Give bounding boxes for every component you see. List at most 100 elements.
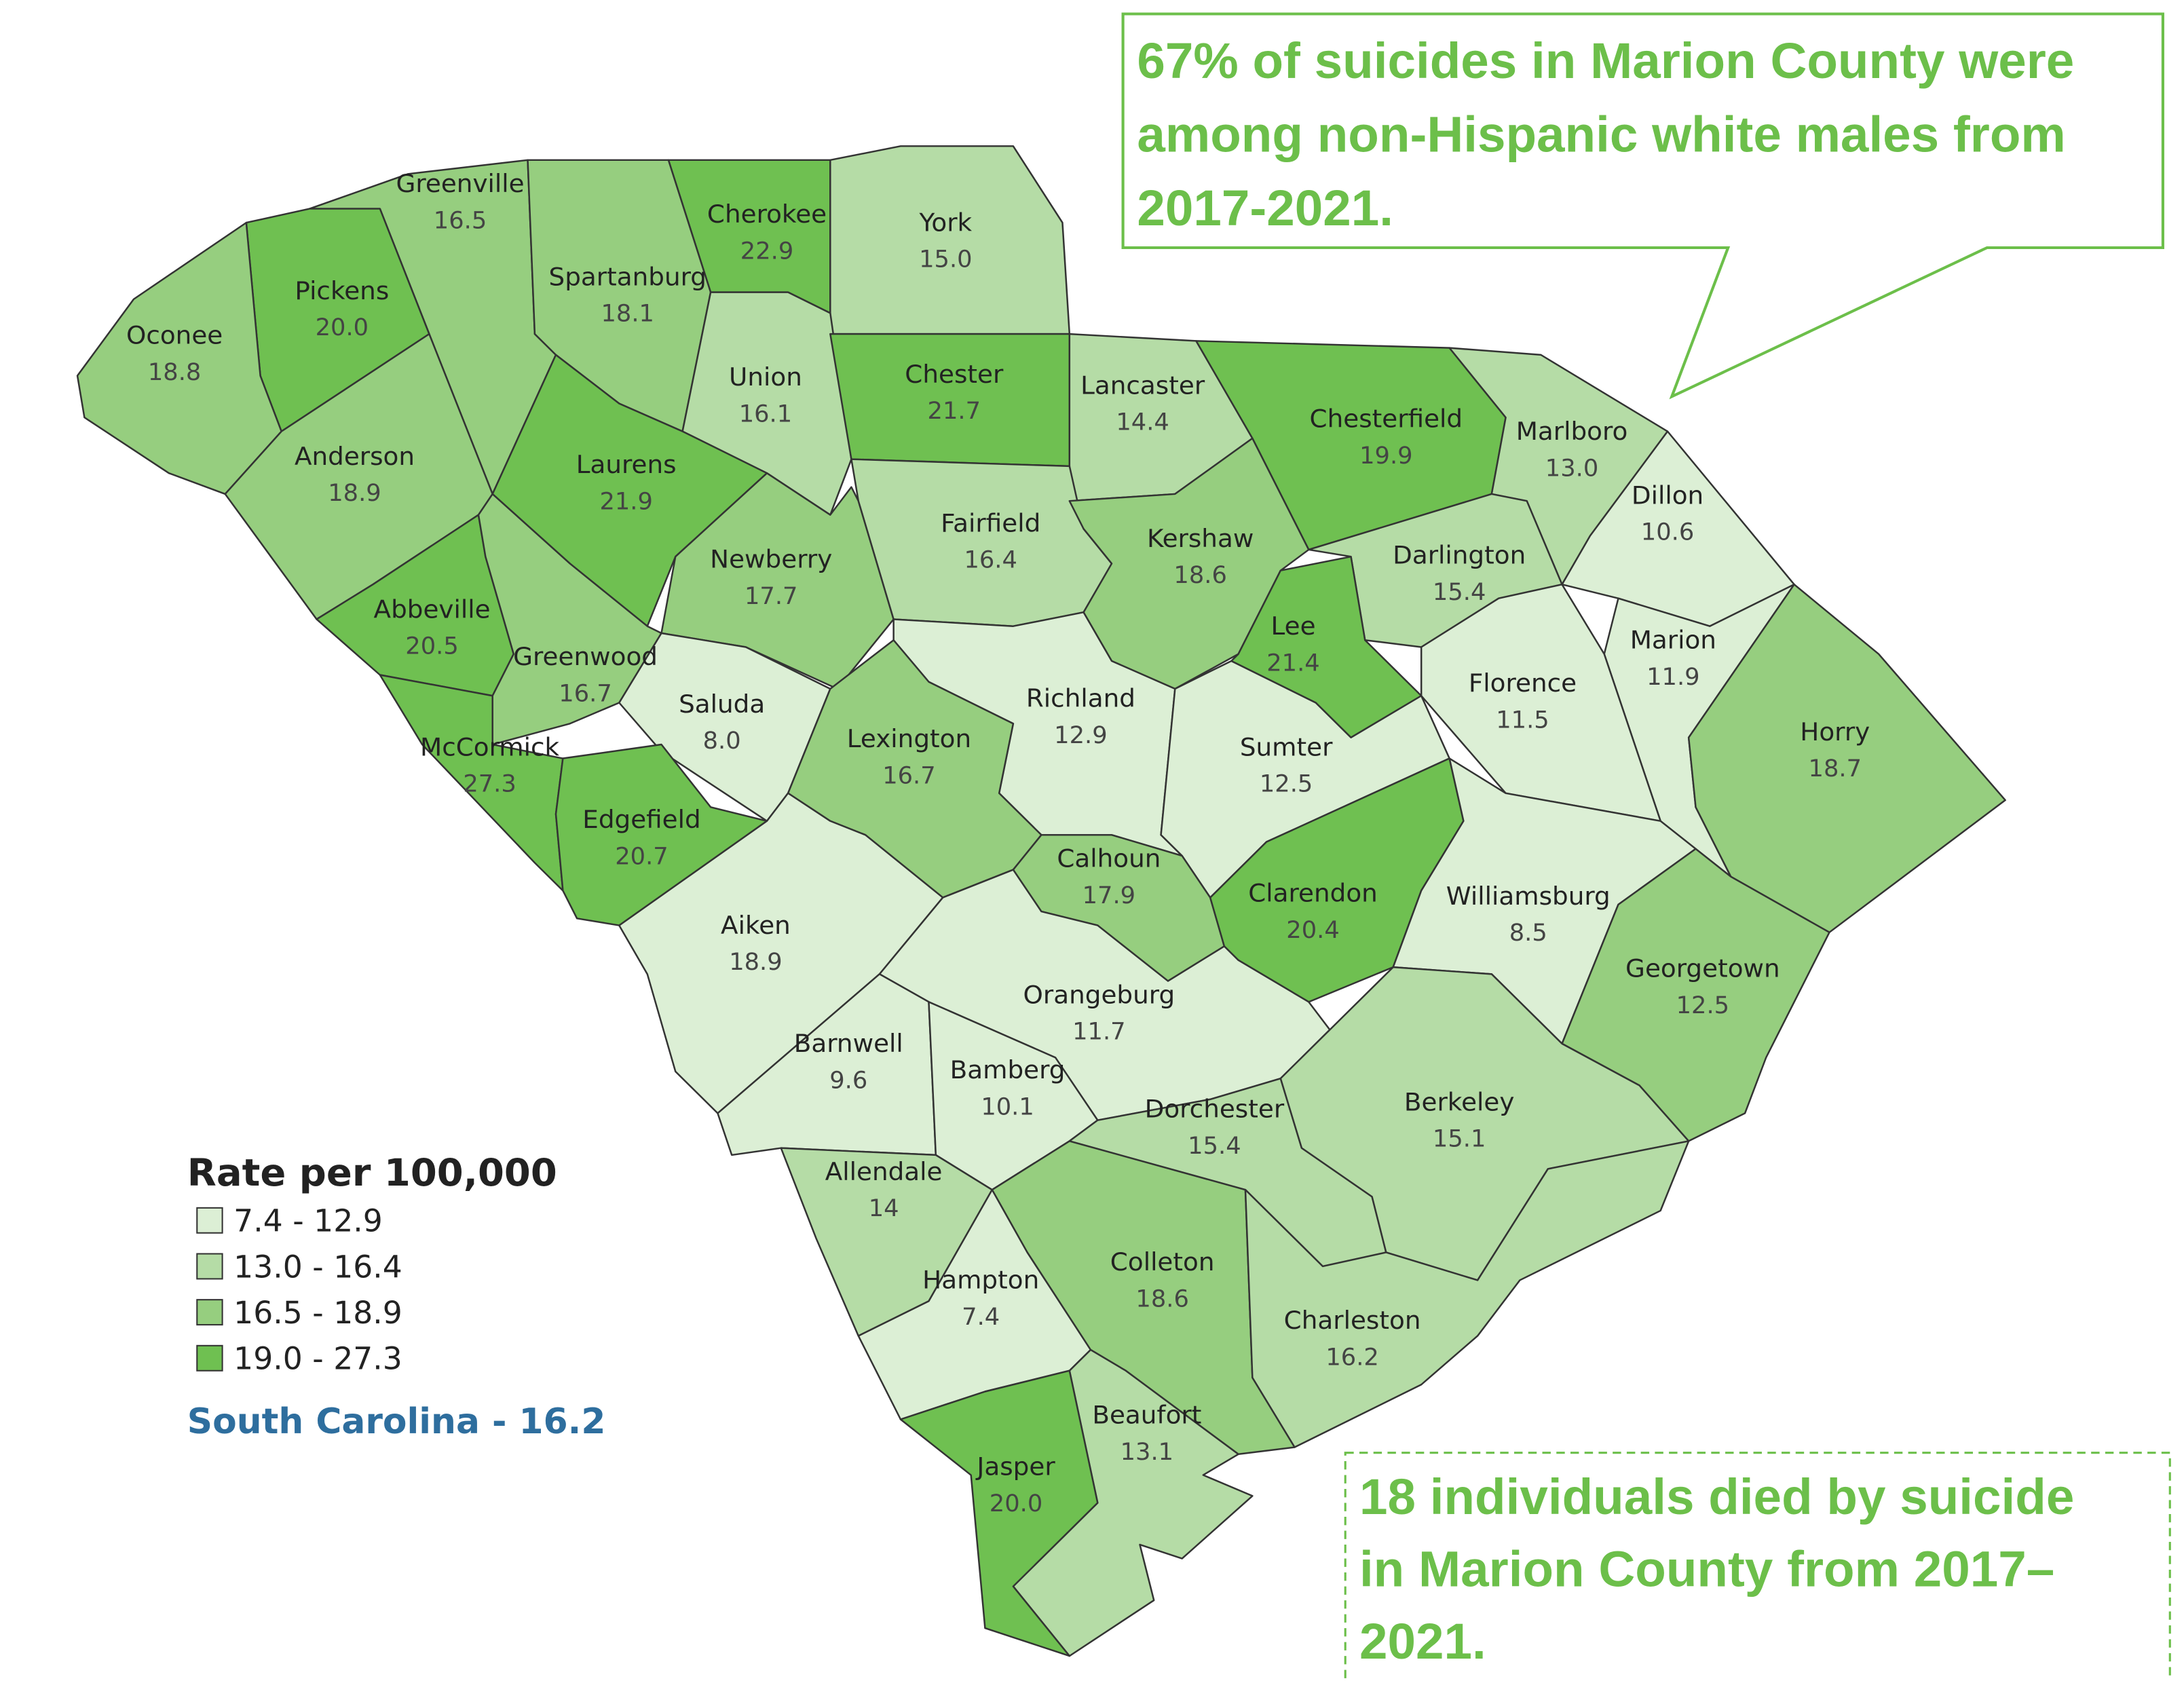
callout-text: 2021. [1359, 1614, 1486, 1670]
county-value: 13.1 [1121, 1438, 1173, 1466]
county-value: 18.8 [148, 358, 201, 386]
county-value: 14.4 [1116, 409, 1169, 436]
county-name: Abbeville [374, 595, 491, 624]
county-name: Clarendon [1248, 879, 1378, 908]
legend-swatch [196, 1207, 223, 1234]
legend-label: 19.0 - 27.3 [233, 1341, 402, 1377]
county-value: 19.9 [1359, 442, 1412, 470]
county-value: 16.2 [1325, 1344, 1378, 1372]
county-value: 14 [869, 1194, 899, 1222]
county-name: Marlboro [1516, 417, 1628, 446]
county-value: 11.9 [1646, 663, 1699, 691]
county-name: Chester [905, 360, 1004, 389]
county-name: Sumter [1240, 733, 1333, 762]
county-value: 11.5 [1496, 706, 1549, 734]
callout-text: in Marion County from 2017– [1359, 1541, 2054, 1598]
county-name: Saluda [679, 690, 765, 719]
legend-label: 7.4 - 12.9 [233, 1203, 383, 1239]
county-name: Florence [1469, 668, 1577, 698]
legend-label: 13.0 - 16.4 [233, 1249, 402, 1285]
county-value: 13.0 [1545, 454, 1598, 482]
county-name: McCormick [420, 733, 560, 762]
county-value: 21.4 [1266, 649, 1319, 677]
county-value: 18.6 [1173, 561, 1226, 589]
county-name: Dorchester [1145, 1095, 1285, 1124]
county-value: 17.9 [1082, 882, 1135, 909]
county-value: 16.7 [882, 762, 935, 790]
labels: Greenville 16.5 Cherokee 22.9 York 15.0 Picken… [126, 169, 1870, 1517]
callout-box [1344, 1452, 2171, 1681]
county [1244, 1140, 1690, 1448]
legend-title: Rate per 100,000 [187, 1151, 557, 1195]
county-name: Barnwell [794, 1029, 903, 1058]
county-value: 16.7 [559, 680, 611, 708]
county-name: Richland [1026, 684, 1135, 713]
county [477, 493, 662, 746]
county [899, 1370, 1099, 1657]
county-name: Horry [1800, 717, 1870, 747]
county-value: 15.4 [1188, 1132, 1241, 1160]
county-name: Laurens [576, 450, 677, 479]
legend: 7.4 - 12.9 13.0 - 16.4 16.5 - 18.9 19.0 - 2… [196, 1203, 402, 1377]
county-value: 8.0 [703, 727, 741, 755]
county-value: 21.9 [599, 488, 652, 516]
county-value: 22.9 [740, 238, 793, 265]
county-value: 12.5 [1260, 770, 1313, 798]
legend-swatch [196, 1299, 223, 1326]
county-value: 18.9 [328, 479, 381, 507]
county-value: 18.7 [1809, 755, 1862, 782]
county-value: 20.5 [405, 632, 458, 660]
county-name: Newberry [710, 545, 832, 574]
county-name: Edgefield [582, 805, 700, 834]
county [850, 458, 1113, 627]
county-name: Darlington [1393, 541, 1526, 570]
county-value: 8.5 [1509, 919, 1547, 947]
county-name: Beaufort [1092, 1401, 1201, 1430]
county [1068, 437, 1310, 690]
county-value: 20.0 [316, 314, 369, 341]
callout-text: 67% of suicides in Marion County were [1137, 33, 2074, 89]
county-value: 20.0 [990, 1490, 1042, 1517]
county-name: Spartanburg [549, 263, 707, 292]
county [1420, 583, 1661, 823]
county-value: 15.1 [1433, 1125, 1486, 1153]
county-name: Kershaw [1147, 524, 1254, 553]
county-name: Greenwood [513, 642, 658, 671]
county-name: Fairfield [941, 508, 1040, 537]
county-name: Calhoun [1057, 844, 1161, 873]
county-name: Charleston [1284, 1306, 1421, 1335]
county-name: Cherokee [707, 200, 827, 229]
county-value: 18.9 [729, 948, 782, 976]
county-value: 20.7 [615, 843, 668, 871]
county-name: Anderson [295, 442, 415, 471]
callout-text: among non-Hispanic white males from [1137, 107, 2065, 163]
county-name: Lancaster [1080, 371, 1205, 400]
county-name: Oconee [126, 321, 223, 350]
county-name: Union [729, 362, 802, 392]
county-value: 11.7 [1072, 1018, 1125, 1046]
county-name: Williamsburg [1446, 882, 1611, 911]
county-value: 16.4 [964, 546, 1017, 574]
county-name: Orangeburg [1023, 981, 1175, 1010]
county-name: Bamberg [950, 1055, 1066, 1084]
county-name: Hampton [922, 1266, 1039, 1295]
county-value: 16.5 [434, 206, 487, 234]
county-value: 7.4 [962, 1303, 1000, 1331]
county-name: Pickens [295, 276, 389, 305]
county [829, 145, 1071, 335]
county-value: 18.6 [1135, 1285, 1188, 1313]
callout-text: 2017-2021. [1137, 181, 1393, 237]
legend-swatch [196, 1344, 223, 1372]
county [1561, 848, 1830, 1142]
county-value: 15.4 [1433, 578, 1486, 606]
county-name: Lexington [847, 724, 971, 753]
county-value: 10.1 [981, 1093, 1034, 1121]
county-name: Colleton [1110, 1247, 1215, 1277]
county-name: Chesterfield [1310, 404, 1463, 434]
county-value: 12.5 [1676, 991, 1729, 1019]
counties [76, 145, 2006, 1657]
county-value: 15.0 [919, 246, 972, 273]
county-value: 21.7 [928, 397, 981, 425]
county-value: 20.4 [1286, 916, 1339, 944]
